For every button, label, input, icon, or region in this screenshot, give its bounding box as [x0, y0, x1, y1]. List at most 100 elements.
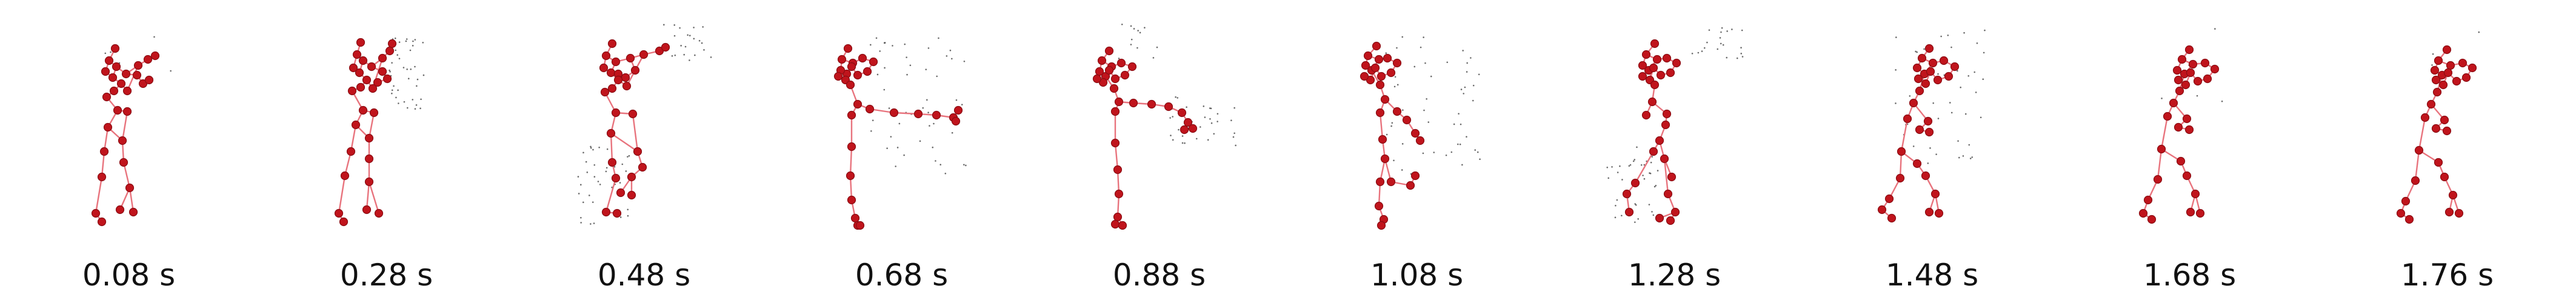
skeleton-joint	[144, 75, 154, 85]
scatter-point	[872, 119, 874, 121]
scatter-point	[627, 156, 629, 158]
scatter-point	[627, 215, 629, 217]
scatter-point	[1975, 92, 1977, 93]
scatter-point	[1957, 70, 1958, 72]
scatter-point	[1726, 56, 1728, 59]
scatter-point	[1731, 28, 1733, 30]
skeleton-joint	[1649, 63, 1658, 73]
skeleton-joint	[1183, 118, 1193, 127]
skeleton-joint	[865, 104, 875, 114]
skeleton-joint	[2401, 196, 2411, 206]
skeleton-joint	[367, 62, 376, 72]
scatter-point	[592, 148, 594, 151]
skeleton-joint	[2434, 56, 2443, 65]
skeleton-joint	[352, 50, 362, 59]
skeleton-joint	[119, 158, 128, 167]
skeleton-joint	[599, 63, 609, 73]
scatter-point	[1445, 154, 1447, 156]
scatter-point	[1980, 116, 1982, 119]
scatter-point	[1396, 84, 1399, 86]
skeleton-joint	[132, 70, 142, 80]
scatter-point	[1479, 158, 1481, 161]
skeleton-joint	[633, 147, 642, 156]
skeleton-joint	[1924, 127, 1934, 137]
frame-time-label: 0.28 s	[339, 258, 433, 293]
scatter-point	[1423, 36, 1424, 38]
skeleton-joint	[2175, 86, 2184, 96]
scatter-point	[1703, 47, 1706, 49]
skeleton-joint	[1129, 98, 1138, 108]
skeleton-joint	[869, 57, 878, 67]
scatter-point	[1719, 37, 1721, 39]
scatter-point	[1170, 135, 1172, 136]
skeleton-joint	[1376, 221, 1386, 230]
scatter-point	[613, 165, 616, 168]
scatter-point	[1950, 46, 1952, 48]
skeleton-joint	[1392, 58, 1402, 68]
scatter-point	[1433, 152, 1435, 153]
skeleton-joint	[1924, 44, 1934, 53]
scatter-point	[597, 181, 599, 182]
scatter-point	[1446, 61, 1449, 64]
frame-time-label: 1.08 s	[1370, 258, 1464, 293]
skeleton-joint	[1662, 53, 1672, 63]
scatter-point	[673, 24, 676, 26]
skeleton-joint	[346, 147, 356, 156]
scatter-point	[406, 68, 408, 70]
skeleton-joint	[1950, 62, 1960, 72]
skeleton-joint	[1095, 67, 1104, 76]
scatter-point	[110, 51, 112, 53]
scatter-point	[1636, 146, 1638, 148]
skeleton-bone	[610, 132, 639, 153]
scatter-point	[1209, 118, 1211, 120]
scatter-point	[1642, 175, 1644, 176]
skeleton-joint	[355, 68, 364, 78]
scatter-point	[1720, 42, 1722, 45]
scatter-point	[1213, 133, 1215, 135]
skeleton-bone	[368, 112, 375, 139]
scatter-point	[870, 130, 872, 132]
skeleton-bone	[1379, 112, 1384, 141]
skeleton-joint	[2186, 68, 2195, 78]
skeleton-joint	[1113, 165, 1123, 175]
skeleton-joint	[2426, 99, 2436, 109]
skeleton-joint	[2182, 171, 2192, 181]
frame-panel: 1.68 s	[2061, 0, 2318, 303]
skeleton-joint	[122, 107, 132, 116]
scatter-point	[1230, 119, 1232, 122]
skeleton-joint	[128, 207, 138, 217]
frame-time-label: 0.08 s	[82, 258, 176, 293]
scatter-point	[1968, 144, 1970, 146]
skeleton-joint	[1915, 86, 1924, 96]
skeleton-joint	[358, 56, 368, 65]
skeleton-joint	[2210, 64, 2220, 74]
skeleton-joint	[1402, 115, 1412, 125]
scatter-point	[599, 184, 601, 185]
skeleton-figure	[833, 37, 967, 230]
frame-time-label: 1.68 s	[2143, 258, 2237, 293]
skeleton-joint	[601, 207, 611, 217]
scatter-point	[1207, 139, 1209, 141]
skeleton-joint	[1380, 95, 1390, 104]
scatter-point	[104, 52, 107, 55]
skeleton-joint	[1406, 181, 1415, 190]
scatter-point	[1949, 102, 1951, 104]
scatter-point	[663, 24, 665, 26]
scatter-point	[680, 45, 682, 47]
scatter-point	[1929, 147, 1931, 149]
scatter-point	[2432, 53, 2434, 55]
skeleton-joint	[607, 158, 617, 167]
skeleton-joint	[889, 108, 899, 118]
skeleton-joint	[1915, 125, 1924, 135]
skeleton-joint	[847, 110, 856, 120]
skeleton-joint	[853, 99, 863, 109]
scatter-point	[1457, 143, 1459, 145]
scatter-point	[888, 107, 890, 109]
scatter-point	[1649, 172, 1650, 174]
scatter-point	[605, 170, 607, 173]
scatter-point	[170, 70, 172, 72]
skeleton-joint	[1924, 207, 1934, 217]
scatter-point	[896, 147, 899, 148]
scatter-point	[933, 122, 935, 125]
scatter-point	[1697, 52, 1700, 54]
